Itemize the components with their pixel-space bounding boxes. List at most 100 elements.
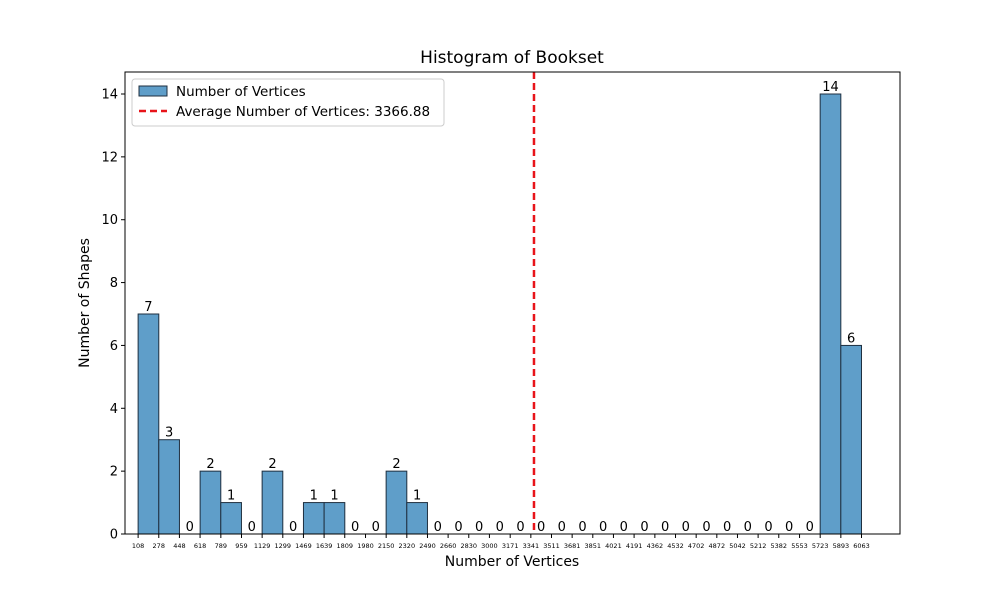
legend-label-average: Average Number of Vertices: 3366.88	[176, 104, 430, 120]
bar-value-label: 3	[165, 426, 173, 441]
x-tick-label: 1129	[254, 542, 271, 550]
y-tick-label: 4	[110, 402, 118, 417]
bar-value-label: 0	[372, 520, 380, 535]
x-tick-label: 3681	[564, 542, 581, 550]
histogram-bar	[220, 502, 242, 535]
bar-value-label: 0	[475, 520, 483, 535]
bar-value-label: 0	[661, 520, 669, 535]
bars-group	[137, 93, 862, 535]
bar-value-label: 7	[144, 300, 152, 315]
bar-value-label: 0	[537, 520, 545, 535]
x-tick-label: 2660	[440, 542, 457, 550]
legend-box	[131, 78, 445, 127]
legend-swatch-bars	[138, 85, 168, 97]
x-tick-label: 4702	[688, 542, 705, 550]
legend: Number of Vertices Average Number of Ver…	[131, 78, 445, 127]
x-tick-label: 4872	[709, 542, 726, 550]
x-tick-label: 5553	[791, 542, 808, 550]
x-tick-label: 278	[153, 542, 165, 550]
bar-value-label: 0	[702, 520, 710, 535]
x-tick-label: 1639	[316, 542, 333, 550]
bar-value-label: 1	[310, 489, 318, 504]
x-tick-label: 4191	[626, 542, 643, 550]
bar-value-label: 0	[496, 520, 504, 535]
bar-value-label: 0	[723, 520, 731, 535]
bar-value-label: 0	[682, 520, 690, 535]
x-tick-label: 1809	[336, 542, 353, 550]
y-axis-title: Number of Shapes	[77, 238, 93, 368]
bar-value-label: 1	[330, 489, 338, 504]
x-tick-label: 3341	[523, 542, 540, 550]
bar-value-label: 6	[847, 331, 855, 346]
histogram-bar	[323, 502, 346, 535]
x-tick-label: 2320	[399, 542, 416, 550]
x-tick-label: 618	[194, 542, 206, 550]
histogram-bar	[385, 470, 408, 535]
x-tick-label: 1980	[357, 542, 374, 550]
y-tick-label: 14	[101, 88, 118, 103]
histogram-bar	[840, 344, 862, 535]
x-tick-label: 3851	[585, 542, 602, 550]
bar-value-label: 1	[413, 489, 421, 504]
bar-value-label: 0	[248, 520, 256, 535]
histogram-bar	[819, 93, 842, 535]
x-tick-label: 3511	[543, 542, 560, 550]
bar-value-label: 0	[558, 520, 566, 535]
x-tick-label: 4532	[667, 542, 684, 550]
histogram-bar	[261, 470, 284, 535]
plot-frame	[124, 71, 901, 535]
legend-label-bars: Number of Vertices	[176, 84, 306, 100]
bar-value-label: 1	[227, 489, 235, 504]
x-tick-label: 4021	[605, 542, 622, 550]
x-tick-label: 5382	[770, 542, 787, 550]
x-tick-label: 5893	[833, 542, 850, 550]
chart-title: Histogram of Bookset	[420, 48, 604, 68]
y-tick-label: 2	[110, 465, 118, 480]
bar-value-label: 0	[620, 520, 628, 535]
x-tick-label: 4362	[647, 542, 664, 550]
bar-value-label: 0	[351, 520, 359, 535]
x-tick-label: 3171	[502, 542, 519, 550]
bar-value-label: 0	[516, 520, 524, 535]
bar-value-label: 2	[206, 457, 214, 472]
y-tick-label: 12	[101, 150, 118, 165]
histogram-bar	[302, 502, 325, 535]
x-tick-label: 1299	[275, 542, 292, 550]
bar-value-label: 0	[578, 520, 586, 535]
x-tick-label: 2490	[419, 542, 436, 550]
y-tick-label: 0	[110, 528, 118, 543]
bar-value-label: 0	[454, 520, 462, 535]
bar-value-label: 14	[822, 80, 839, 95]
x-tick-label: 3000	[481, 542, 498, 550]
y-tick-label: 6	[110, 339, 118, 354]
bar-value-label: 2	[268, 457, 276, 472]
x-tick-label: 2830	[460, 542, 477, 550]
bar-value-label: 0	[764, 520, 772, 535]
x-tick-label: 2150	[378, 542, 395, 550]
x-tick-label: 108	[132, 542, 144, 550]
y-tick-label: 8	[110, 276, 118, 291]
x-axis: 108 278 448 618 789 959 1129 1299 1469 1639 1809 19…	[132, 534, 870, 550]
x-tick-label: 5723	[812, 542, 829, 550]
x-tick-label: 5042	[729, 542, 746, 550]
bar-value-label: 0	[785, 520, 793, 535]
x-tick-label: 789	[215, 542, 227, 550]
bar-value-label: 2	[392, 457, 400, 472]
x-tick-label: 6063	[853, 542, 870, 550]
histogram-bar	[158, 439, 180, 535]
histogram-bar	[137, 313, 160, 535]
bar-value-label: 0	[289, 520, 297, 535]
x-tick-label: 959	[235, 542, 247, 550]
x-axis-title: Number of Vertices	[445, 554, 579, 570]
y-axis: 0 2 4 6 8 10 12 14	[101, 88, 125, 543]
x-tick-label: 5212	[750, 542, 767, 550]
bar-value-label: 0	[186, 520, 194, 535]
x-tick-label: 1469	[295, 542, 312, 550]
bar-value-label: 0	[434, 520, 442, 535]
histogram-bar	[406, 502, 428, 535]
bar-value-label: 0	[806, 520, 814, 535]
bar-value-label: 0	[640, 520, 648, 535]
x-tick-label: 448	[173, 542, 185, 550]
